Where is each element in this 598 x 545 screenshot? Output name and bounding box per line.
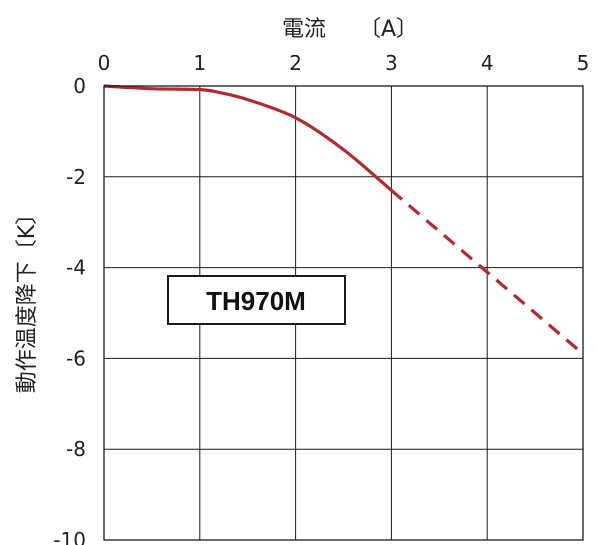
model-badge-label: TH970M [206, 286, 306, 316]
y-tick-label: -2 [66, 165, 86, 189]
y-tick-labels: 0 -2 -4 -6 -8 -10 [53, 74, 86, 545]
plot-frame [103, 85, 584, 541]
x-tick-label: 4 [481, 51, 494, 75]
series-group [103, 84, 585, 356]
series-line-extrapolated [390, 189, 585, 356]
y-tick-label: 0 [73, 74, 86, 98]
y-tick-label: -6 [66, 346, 86, 370]
x-tick-label: 1 [193, 51, 206, 75]
y-tick-label: -8 [66, 437, 86, 461]
model-badge-frame [167, 275, 346, 325]
x-tick-label: 3 [385, 51, 398, 75]
x-tick-label: 2 [289, 51, 302, 75]
model-badge: TH970M [167, 275, 346, 325]
series-line-measured [103, 84, 393, 192]
y-tick-label: -4 [66, 256, 86, 280]
x-tick-labels: 0 1 2 3 4 5 [98, 51, 590, 75]
x-tick-label: 5 [577, 51, 590, 75]
x-tick-label: 0 [98, 51, 111, 75]
y-axis-title: 動作温度降下〔K〕 [15, 203, 40, 393]
y-tick-label: -10 [53, 528, 86, 545]
x-axis-title: 電流 〔A〕 [282, 17, 418, 42]
